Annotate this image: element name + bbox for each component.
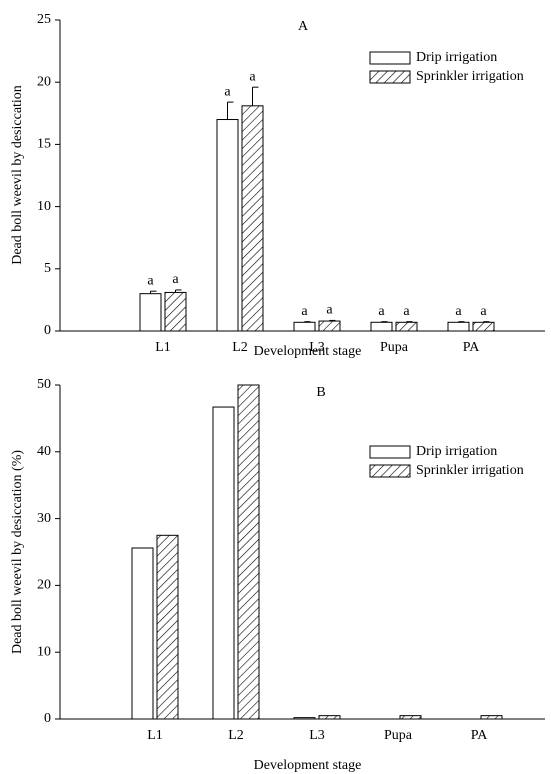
- legend-label: Sprinkler irrigation: [416, 463, 524, 478]
- significance-letter: a: [403, 304, 410, 319]
- legend-label: Sprinkler irrigation: [416, 69, 524, 84]
- bar: [447, 321, 470, 332]
- x-tick-label: PA: [471, 728, 489, 743]
- error-bar: [304, 321, 311, 323]
- y-tick-label: 50: [37, 377, 51, 392]
- bar: [156, 534, 179, 720]
- y-axis-label: Dead boll weevil by desiccation: [10, 85, 25, 265]
- y-tick-label: 30: [37, 511, 51, 526]
- x-tick-label: Pupa: [380, 340, 409, 355]
- bar: [237, 384, 260, 720]
- y-tick-label: 10: [37, 199, 51, 214]
- y-tick-label: 15: [37, 137, 51, 152]
- y-tick-label: 10: [37, 644, 51, 659]
- x-tick-label: Pupa: [384, 728, 413, 743]
- error-bar: [175, 289, 182, 293]
- error-bar: [150, 290, 157, 294]
- y-tick-label: 20: [37, 578, 51, 593]
- y-tick-label: 5: [44, 261, 51, 276]
- significance-letter: a: [480, 304, 487, 319]
- y-axis-label: Dead boll weevil by desiccation (%): [10, 450, 25, 654]
- x-tick-label: L1: [155, 340, 171, 355]
- x-tick-label: L3: [309, 340, 325, 355]
- bar: [399, 715, 422, 720]
- bar: [241, 105, 264, 332]
- x-tick-label: L2: [232, 340, 248, 355]
- bar: [318, 320, 341, 332]
- bar: [395, 321, 418, 332]
- error-bar: [483, 321, 490, 323]
- x-tick-label: PA: [463, 340, 481, 355]
- x-axis-label: Development stage: [254, 758, 362, 773]
- error-bar: [381, 321, 388, 323]
- x-tick-label: L2: [228, 728, 244, 743]
- legend-swatch: [369, 70, 411, 84]
- significance-letter: a: [172, 272, 179, 287]
- bar: [480, 715, 503, 720]
- error-bar: [252, 86, 259, 106]
- bar: [131, 547, 154, 720]
- x-tick-label: L1: [147, 728, 163, 743]
- y-tick-label: 25: [37, 12, 51, 27]
- legend-label: Drip irrigation: [416, 50, 497, 65]
- x-axis-label: Development stage: [254, 344, 362, 359]
- chart-title: A: [298, 19, 309, 34]
- significance-letter: a: [249, 69, 256, 84]
- significance-letter: a: [455, 304, 462, 319]
- significance-letter: a: [147, 273, 154, 288]
- error-bar: [227, 101, 234, 120]
- bar: [370, 321, 393, 332]
- legend-label: Drip irrigation: [416, 444, 497, 459]
- error-bar: [329, 319, 336, 322]
- error-bar: [406, 321, 413, 323]
- y-tick-label: 0: [44, 323, 51, 338]
- legend-swatch: [369, 464, 411, 478]
- bar: [293, 717, 316, 720]
- significance-letter: a: [378, 304, 385, 319]
- y-tick-label: 40: [37, 444, 51, 459]
- bar: [318, 715, 341, 720]
- x-tick-label: L3: [309, 728, 325, 743]
- significance-letter: a: [326, 303, 333, 318]
- bar: [139, 293, 162, 332]
- bar: [293, 321, 316, 332]
- bar: [472, 321, 495, 332]
- bar: [212, 406, 235, 720]
- bar: [164, 291, 187, 332]
- y-tick-label: 20: [37, 74, 51, 89]
- significance-letter: a: [301, 304, 308, 319]
- chart-title: B: [316, 385, 325, 400]
- y-tick-label: 0: [44, 711, 51, 726]
- legend-swatch: [369, 445, 411, 459]
- error-bar: [458, 321, 465, 323]
- significance-letter: a: [224, 84, 231, 99]
- legend-swatch: [369, 51, 411, 65]
- bar: [216, 119, 239, 332]
